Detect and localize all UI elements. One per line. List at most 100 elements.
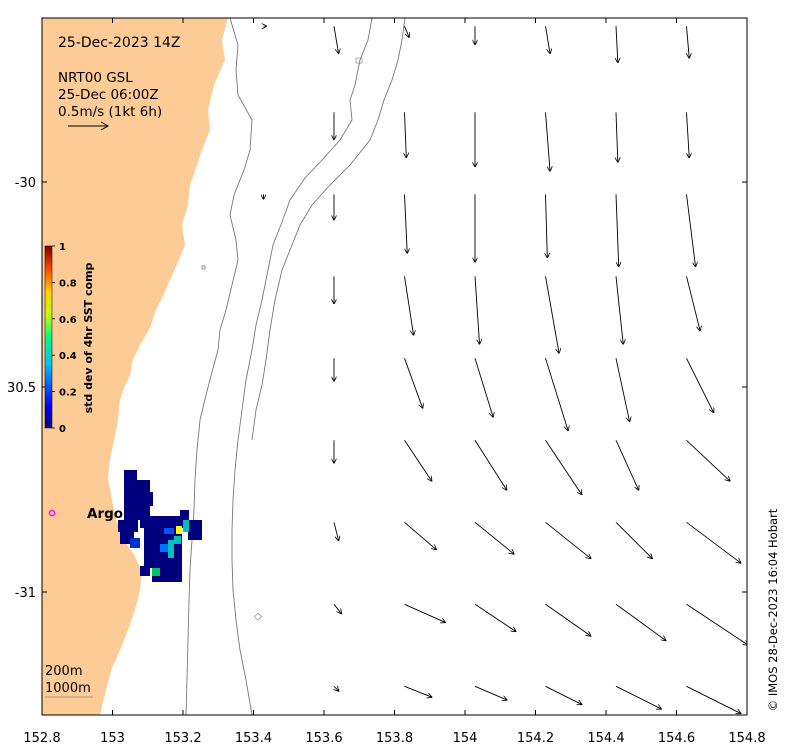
current-vector — [546, 194, 548, 257]
x-tick-label: 154 — [453, 731, 478, 746]
y-tick-label: -30 — [15, 176, 36, 191]
x-tick-label: 153.8 — [376, 731, 413, 746]
argo-float-marker[interactable] — [48, 509, 56, 517]
colorbar-tick-label: 0 — [59, 424, 66, 435]
current-vector — [545, 521, 591, 558]
current-vector — [474, 440, 507, 490]
current-vector — [404, 26, 410, 37]
current-vector — [757, 112, 762, 153]
sst-pixel — [124, 470, 137, 494]
current-vector — [405, 112, 407, 157]
current-vector — [545, 358, 569, 430]
isobath-legend-1000m: 1000m — [45, 681, 91, 696]
current-timestamp: 25-Dec 06:00Z — [58, 87, 159, 103]
current-vector — [616, 26, 618, 62]
current-vector — [545, 440, 582, 494]
islet — [355, 57, 363, 64]
sst-pixel — [176, 526, 182, 534]
current-vector — [615, 440, 639, 490]
sst-pixel — [130, 538, 140, 548]
argo-label: Argo — [87, 506, 123, 522]
sst-pixel — [124, 494, 142, 520]
current-vector — [404, 685, 432, 697]
colorbar: 1 0.8 0.6 0.4 0.2 0 std dev of 4hr SST comp — [44, 242, 95, 435]
scale-label: 0.5m/s (1kt 6h) — [58, 104, 162, 120]
colorbar-tick-label: 0.2 — [59, 388, 77, 399]
y-axis: -30 30.5 -31 — [7, 176, 747, 601]
scale-arrow — [68, 121, 110, 131]
islet — [254, 612, 262, 621]
current-vector — [474, 685, 507, 700]
current-vector — [404, 603, 446, 622]
current-vector — [474, 276, 480, 344]
islet — [201, 265, 206, 270]
sst-pixel — [164, 528, 174, 534]
current-vector — [545, 276, 560, 353]
current-vector — [686, 112, 690, 157]
sst-pixel — [118, 520, 138, 532]
sst-stddev-layer — [118, 470, 202, 582]
isobath-legend-200m: 200m — [45, 664, 82, 679]
colorbar-tick-label: 0.6 — [59, 315, 77, 326]
x-tick-label: 154.2 — [517, 731, 554, 746]
current-vector — [474, 603, 516, 631]
current-vector — [404, 521, 437, 549]
x-tick-label: 154.8 — [728, 731, 765, 746]
current-vector — [545, 112, 551, 171]
current-vector — [686, 521, 741, 563]
isobath-200m — [185, 18, 253, 715]
isobath-1000m — [231, 18, 373, 715]
current-vector — [757, 26, 768, 44]
sst-pixel — [152, 560, 182, 582]
colorbar-tick-label: 0.4 — [59, 351, 77, 362]
current-vector — [616, 112, 618, 162]
sst-pixel — [152, 568, 160, 576]
current-vector — [686, 439, 730, 481]
current-vector — [686, 194, 696, 266]
current-vector — [686, 358, 714, 412]
isobath-outer — [251, 18, 406, 441]
colorbar-tick-label: 0.8 — [59, 278, 77, 289]
x-tick-label: 153.2 — [164, 731, 201, 746]
current-vector — [474, 521, 514, 554]
y-tick-label: 30.5 — [7, 381, 36, 396]
x-tick-label: 153.6 — [305, 731, 342, 746]
current-vector — [474, 358, 493, 417]
map-datetime: 25-Dec-2023 14Z — [58, 35, 181, 51]
current-vector — [333, 26, 339, 53]
current-vector — [545, 26, 551, 53]
current-vector — [686, 603, 747, 645]
current-vector — [615, 685, 661, 709]
x-tick-label: 153 — [100, 731, 125, 746]
sst-pixel — [188, 520, 202, 540]
current-vector — [686, 26, 690, 58]
current-vector — [333, 522, 339, 540]
x-tick-label: 154.6 — [658, 731, 695, 746]
current-vector — [333, 604, 341, 613]
current-vector — [545, 603, 591, 636]
current-vector — [686, 276, 701, 330]
current-vector — [686, 685, 741, 713]
sst-pixel — [160, 544, 168, 552]
current-vector — [615, 194, 619, 266]
x-axis: 152.8 153 153.2 153.4 153.6 153.8 154 154.2 154.… — [23, 18, 766, 746]
sst-pixel — [168, 540, 174, 558]
colorbar-label: std dev of 4hr SST comp — [82, 262, 95, 413]
imos-credit: © IMOS 28-Dec-2023 16:04 Hobart — [766, 508, 780, 711]
colorbar-gradient — [44, 245, 53, 429]
colorbar-tick-label: 1 — [59, 242, 66, 253]
current-vector — [545, 685, 582, 704]
land-coastline — [42, 18, 228, 715]
y-tick-label: -31 — [15, 586, 36, 601]
current-vector — [334, 686, 339, 691]
current-vector — [615, 276, 623, 344]
sst-pixel — [150, 492, 153, 506]
sst-pixel — [180, 510, 189, 528]
current-vector — [615, 603, 666, 640]
current-vector — [404, 194, 408, 253]
current-vector — [404, 276, 414, 335]
x-tick-label: 154.4 — [587, 731, 624, 746]
x-tick-label: 152.8 — [23, 731, 60, 746]
